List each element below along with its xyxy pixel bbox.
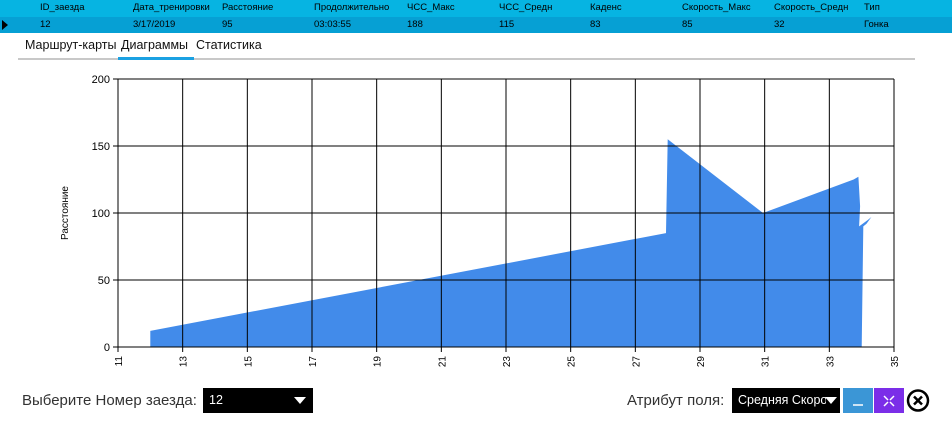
x-tick-label: 13 xyxy=(179,356,190,368)
y-tick-label: 50 xyxy=(98,275,110,287)
table-cell[interactable]: 83 xyxy=(590,19,601,30)
area-series xyxy=(150,139,872,347)
field-attribute-select[interactable]: Средняя Скорость xyxy=(732,388,840,413)
minimize-button[interactable] xyxy=(843,388,873,413)
table-row[interactable]: 12 3/17/2019 95 03:03:55 188 115 83 85 3… xyxy=(0,17,952,33)
tab-charts[interactable]: Диаграммы xyxy=(121,38,189,52)
active-tab-indicator xyxy=(118,57,194,60)
field-attribute-label: Атрибут поля: xyxy=(627,392,725,409)
x-tick-label: 19 xyxy=(373,356,384,368)
y-tick-label: 200 xyxy=(92,74,110,86)
restore-icon xyxy=(883,395,895,407)
table-cell[interactable]: 03:03:55 xyxy=(314,19,351,30)
x-tick-label: 15 xyxy=(243,356,254,368)
y-axis-label: Расстояние xyxy=(60,186,71,240)
col-header[interactable]: ЧСС_Средн xyxy=(499,2,553,13)
field-attribute-value: Средняя Скорость xyxy=(738,393,826,407)
table-cell[interactable]: 32 xyxy=(774,19,785,30)
minimize-icon xyxy=(853,404,863,406)
data-grid[interactable]: ID_заезда Дата_тренировки Расстояние Про… xyxy=(0,0,952,33)
col-header[interactable]: Скорость_Средн xyxy=(774,2,849,13)
x-tick-label: 23 xyxy=(502,356,513,368)
distance-chart: 11 13 15 17 19 21 23 25 27 29 31 33 35 0 50 100 150 200 Ра… xyxy=(60,74,901,368)
table-cell[interactable]: 12 xyxy=(40,19,51,30)
col-header[interactable]: Дата_тренировки xyxy=(133,2,210,13)
x-tick-label: 35 xyxy=(890,356,901,368)
chevron-down-icon xyxy=(825,397,837,404)
col-header[interactable]: ЧСС_Макс xyxy=(407,2,455,13)
col-header[interactable]: Скорость_Макс xyxy=(682,2,751,13)
close-button[interactable] xyxy=(905,388,935,413)
x-tick-label: 29 xyxy=(696,356,707,368)
close-circle-icon xyxy=(906,389,930,412)
grid-header-row: ID_заезда Дата_тренировки Расстояние Про… xyxy=(0,0,952,17)
x-tick-label: 21 xyxy=(437,356,448,368)
table-cell[interactable]: Гонка xyxy=(864,19,889,30)
race-number-label: Выберите Номер заезда: xyxy=(22,392,197,409)
x-tick-label: 31 xyxy=(761,356,772,368)
y-tick-label: 150 xyxy=(92,141,110,153)
chevron-down-icon xyxy=(294,397,306,404)
table-cell[interactable]: 188 xyxy=(407,19,423,30)
y-tick-label: 0 xyxy=(104,342,110,354)
table-cell[interactable]: 115 xyxy=(499,19,515,30)
x-tick-label: 17 xyxy=(308,356,319,368)
row-selector-icon[interactable] xyxy=(2,20,8,30)
table-cell[interactable]: 3/17/2019 xyxy=(133,19,176,30)
col-header[interactable]: Каденс xyxy=(590,2,622,13)
col-header[interactable]: Расстояние xyxy=(222,2,274,13)
tab-statistics[interactable]: Статистика xyxy=(196,38,262,52)
tab-route-maps[interactable]: Маршрут-карты xyxy=(25,38,117,52)
col-header[interactable]: Тип xyxy=(864,2,880,13)
col-header[interactable]: Продолжительно xyxy=(314,2,390,13)
x-tick-label: 11 xyxy=(114,356,125,367)
tab-divider xyxy=(18,58,915,60)
y-tick-label: 100 xyxy=(92,208,110,220)
race-number-select[interactable]: 12 xyxy=(203,388,313,413)
x-tick-label: 27 xyxy=(631,356,642,368)
x-tick-label: 25 xyxy=(567,356,578,368)
col-header[interactable]: ID_заезда xyxy=(40,2,85,13)
race-number-value: 12 xyxy=(209,393,223,407)
table-cell[interactable]: 85 xyxy=(682,19,693,30)
restore-button[interactable] xyxy=(874,388,904,413)
table-cell[interactable]: 95 xyxy=(222,19,233,30)
x-tick-label: 33 xyxy=(825,356,836,368)
tab-bar: Маршрут-карты Диаграммы Статистика xyxy=(18,36,915,60)
